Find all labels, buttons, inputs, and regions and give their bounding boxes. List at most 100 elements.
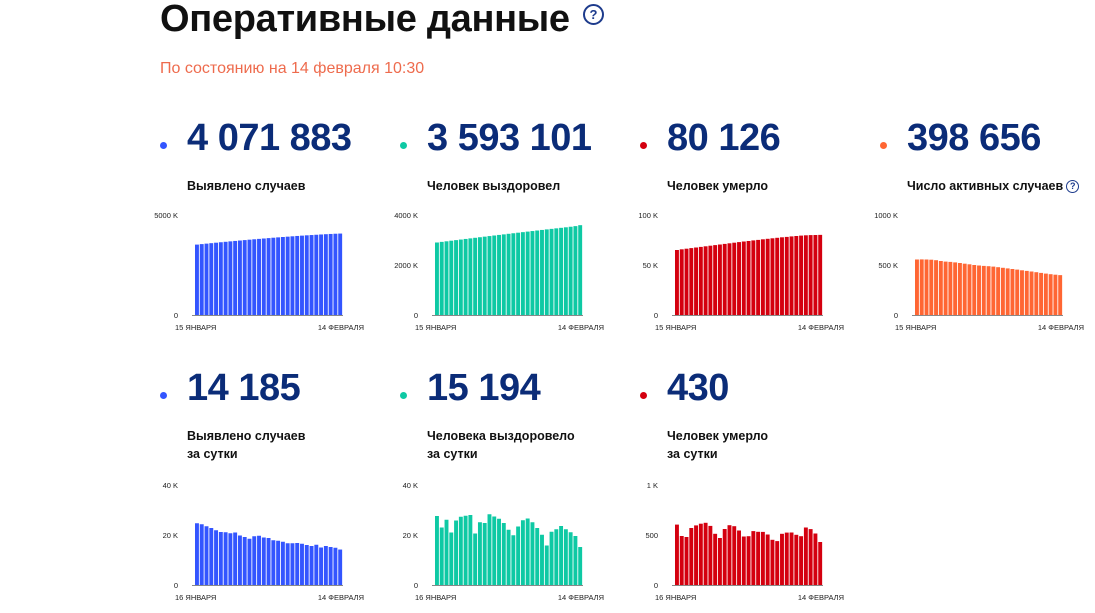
bar[interactable] [1058,275,1063,315]
bar[interactable] [516,232,521,315]
bar[interactable] [549,531,554,585]
bar[interactable] [271,540,276,585]
bar[interactable] [458,239,463,315]
bar[interactable] [1034,272,1039,315]
bar[interactable] [195,244,199,315]
bar[interactable] [818,234,823,315]
help-icon[interactable]: ? [1066,180,1080,194]
bar[interactable] [492,235,497,316]
bar[interactable] [929,259,934,315]
bar[interactable] [722,243,727,315]
bar[interactable] [300,543,304,585]
bar[interactable] [741,241,746,316]
bar[interactable] [1053,274,1058,315]
bar[interactable] [934,260,939,315]
bar[interactable] [751,531,756,585]
bar[interactable] [996,267,1001,315]
bar[interactable] [679,249,684,315]
bar[interactable] [463,238,468,315]
bar[interactable] [751,240,756,315]
bar[interactable] [808,235,813,315]
bar[interactable] [760,531,765,585]
bar[interactable] [780,533,784,585]
bar[interactable] [304,545,309,585]
bar[interactable] [506,529,511,585]
bar[interactable] [233,532,238,586]
bar[interactable] [319,547,324,586]
bar[interactable] [506,233,511,315]
bar[interactable] [228,533,233,585]
bar[interactable] [323,234,328,315]
bar[interactable] [948,261,953,315]
bar[interactable] [808,529,813,585]
bar[interactable] [549,228,554,315]
bar[interactable] [261,537,266,586]
bar[interactable] [1005,268,1010,315]
bar[interactable] [789,236,794,315]
bar[interactable] [242,537,247,585]
bar[interactable] [511,233,516,315]
bar[interactable] [713,245,718,315]
bar[interactable] [1029,271,1034,316]
bar[interactable] [794,236,799,315]
bar[interactable] [439,241,444,315]
bar[interactable] [986,266,991,315]
bar[interactable] [228,241,233,315]
bar[interactable] [314,234,319,315]
bar[interactable] [223,532,228,585]
bar[interactable] [487,514,492,585]
bar[interactable] [732,526,737,585]
bar[interactable] [554,228,559,315]
bar[interactable] [497,234,501,315]
bar[interactable] [285,543,290,585]
bar[interactable] [780,237,784,315]
bar[interactable] [972,265,977,315]
bar[interactable] [540,229,544,315]
bar[interactable] [449,532,454,586]
bar[interactable] [328,547,333,585]
bar[interactable] [799,536,804,585]
bar[interactable] [497,518,501,585]
bar[interactable] [199,244,204,315]
bar[interactable] [473,533,478,586]
bar[interactable] [756,239,761,315]
bar[interactable] [535,230,540,316]
bar[interactable] [765,534,770,586]
bar[interactable] [333,233,338,315]
bar[interactable] [314,544,319,585]
bar[interactable] [813,533,818,586]
bar[interactable] [218,242,223,315]
bar[interactable] [722,529,727,585]
bar[interactable] [732,242,737,315]
bar[interactable] [463,515,468,585]
bar[interactable] [530,522,535,585]
bar[interactable] [578,225,583,315]
bar[interactable] [482,236,487,315]
bar[interactable] [563,529,568,585]
bar[interactable] [214,242,219,315]
bar[interactable] [568,532,573,585]
bar[interactable] [770,539,775,585]
bar[interactable] [818,542,823,585]
bar[interactable] [675,524,679,585]
bar[interactable] [237,535,242,586]
bar[interactable] [698,523,703,585]
bar[interactable] [435,242,439,316]
bar[interactable] [967,264,972,315]
bar[interactable] [741,536,746,586]
bar[interactable] [444,519,449,585]
bar[interactable] [525,518,530,586]
bar[interactable] [520,232,525,315]
bar[interactable] [266,238,271,315]
bar[interactable] [756,531,761,585]
bar[interactable] [770,238,775,315]
bar[interactable] [573,536,578,585]
bar[interactable] [218,532,223,585]
bar[interactable] [328,233,333,315]
bar[interactable] [530,231,535,315]
bar[interactable] [435,516,439,585]
bar[interactable] [477,522,482,585]
bar[interactable] [675,250,679,315]
bar[interactable] [573,226,578,315]
bar[interactable] [482,523,487,585]
